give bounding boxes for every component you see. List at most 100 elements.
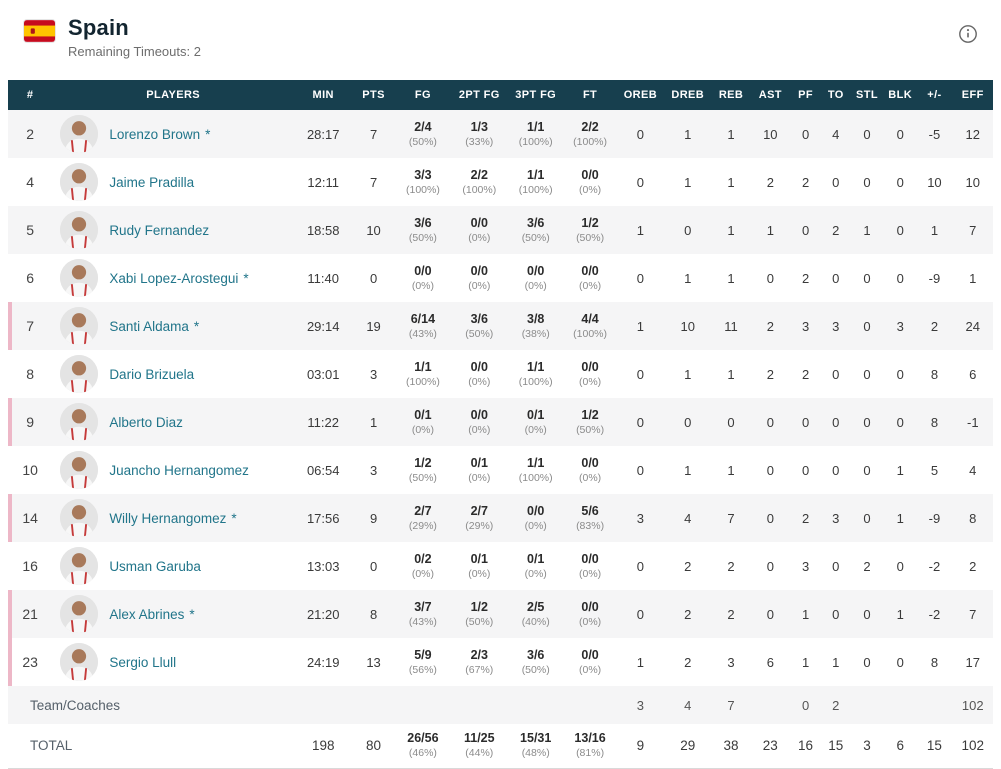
- stat-ast: 10: [763, 126, 778, 142]
- stat-dreb: 4: [684, 510, 692, 526]
- stat-blk: 1: [896, 462, 904, 478]
- col-to: TO: [821, 80, 850, 110]
- stat-ft-made: 0/0: [581, 647, 599, 662]
- stat-ft: 0/0 (0%): [564, 446, 616, 494]
- stat-3ptfg-pct: (40%): [521, 615, 550, 628]
- stat-reb: 1: [727, 174, 735, 190]
- stat-min: 28:17: [306, 126, 340, 142]
- team-to: 2: [832, 697, 840, 713]
- stat-min: 21:20: [306, 606, 340, 622]
- player-name[interactable]: Juancho Hernangomez: [109, 462, 249, 478]
- stat-eff: 7: [969, 222, 977, 238]
- stat-dreb: 1: [684, 462, 692, 478]
- stat-pts: 7: [369, 126, 378, 142]
- table-head: # PLAYERS MIN PTS FG 2PT FG 3PT FG FT OR…: [8, 80, 993, 110]
- stat-ft-pct: (0%): [578, 615, 602, 628]
- stat-ast: 0: [766, 558, 774, 574]
- player-name[interactable]: Usman Garuba: [109, 558, 201, 574]
- player-name[interactable]: Alberto Diaz: [109, 414, 183, 430]
- player-name[interactable]: Willy Hernangomez *: [109, 510, 237, 526]
- player-cell: Willy Hernangomez *: [52, 494, 294, 542]
- col-players: PLAYERS: [52, 80, 295, 110]
- stat-pts: 9: [369, 510, 378, 526]
- stat-fg: 3/6 (50%): [395, 206, 451, 254]
- stat-pts: 0: [369, 558, 378, 574]
- player-name[interactable]: Rudy Fernandez: [109, 222, 210, 238]
- stat-3ptfg: 0/1 (0%): [508, 542, 564, 590]
- player-row: 21 Alex Abrines * 21:20 8 3/7 (43%): [8, 590, 993, 638]
- stat-3ptfg: 3/8 (38%): [508, 302, 564, 350]
- stat-fg-made: 0/1: [414, 407, 432, 422]
- stat-3ptfg-pct: (100%): [518, 183, 553, 196]
- player-row: 2 Lorenzo Brown * 28:17 7 2/4 (50%): [8, 110, 993, 158]
- total-3ptfg-made: 15/31: [520, 731, 552, 746]
- player-avatar: [60, 259, 99, 297]
- player-photo-placeholder: [60, 643, 99, 681]
- col-fg: FG: [394, 80, 452, 110]
- jersey-number: 5: [26, 222, 35, 238]
- player-avatar: [60, 451, 99, 489]
- player-avatar: [60, 115, 99, 153]
- stat-ft-made: 0/0: [581, 359, 599, 374]
- player-avatar: [60, 355, 99, 393]
- stat-3ptfg: 0/0 (0%): [508, 254, 564, 302]
- team-oreb: 3: [636, 697, 645, 713]
- stat-ft-pct: (83%): [576, 519, 605, 532]
- stat-pf: 2: [801, 270, 810, 286]
- total-reb: 38: [723, 738, 739, 754]
- player-avatar: [60, 643, 99, 681]
- player-name[interactable]: Lorenzo Brown *: [109, 126, 211, 142]
- player-name[interactable]: Dario Brizuela: [109, 366, 195, 382]
- player-name[interactable]: Xabi Lopez-Arostegui *: [109, 270, 249, 286]
- stat-2ptfg: 3/6 (50%): [451, 302, 507, 350]
- stat-3ptfg: 1/1 (100%): [508, 446, 564, 494]
- stat-min: 12:11: [307, 174, 339, 190]
- player-cell: Alex Abrines *: [52, 590, 294, 638]
- stat-ft-pct: (0%): [578, 567, 602, 580]
- stat-fg-made: 1/1: [414, 359, 432, 374]
- stat-blk: 0: [896, 654, 904, 670]
- player-photo-placeholder: [60, 499, 99, 537]
- stat-stl: 0: [863, 510, 871, 526]
- player-name[interactable]: Jaime Pradilla: [109, 174, 195, 190]
- stat-fg-pct: (50%): [408, 471, 437, 484]
- stat-pf: 3: [801, 318, 810, 334]
- col-2ptfg: 2PT FG: [451, 80, 508, 110]
- stat-eff: 6: [969, 366, 977, 382]
- stat-reb: 1: [727, 462, 735, 478]
- player-name[interactable]: Santi Aldama *: [109, 318, 200, 334]
- stat-blk: 0: [896, 222, 904, 238]
- spain-flag-svg: [24, 20, 55, 42]
- stat-2ptfg-pct: (0%): [468, 231, 491, 244]
- col-oreb: OREB: [616, 80, 665, 110]
- stat-3ptfg-pct: (100%): [518, 375, 553, 388]
- info-icon[interactable]: [957, 23, 979, 45]
- player-photo-placeholder: [60, 451, 99, 489]
- player-row: 6 Xabi Lopez-Arostegui * 11:40 0 0/0 (0%): [8, 254, 993, 302]
- stat-dreb: 2: [684, 606, 692, 622]
- stat-3ptfg: 1/1 (100%): [508, 350, 564, 398]
- stat-stl: 0: [863, 366, 871, 382]
- col-reb: REB: [710, 80, 752, 110]
- stat-plusminus: 1: [930, 222, 939, 238]
- stat-ast: 2: [766, 366, 774, 382]
- stat-2ptfg: 2/3 (67%): [451, 638, 507, 686]
- stat-stl: 0: [863, 654, 871, 670]
- stat-dreb: 2: [684, 654, 692, 670]
- team-stl: [850, 686, 884, 724]
- player-name[interactable]: Alex Abrines *: [109, 606, 195, 622]
- total-eff: 102: [961, 738, 985, 754]
- stat-pf: 0: [801, 414, 810, 430]
- stat-plusminus: 8: [930, 654, 939, 670]
- remaining-timeouts: Remaining Timeouts: 2: [68, 44, 201, 60]
- jersey-number: 4: [26, 174, 35, 190]
- team-plusminus: [916, 686, 952, 724]
- stat-3ptfg-made: 3/8: [527, 311, 545, 326]
- stat-plusminus: 10: [927, 174, 942, 190]
- stat-pts: 3: [369, 462, 378, 478]
- stat-fg-pct: (100%): [405, 375, 440, 388]
- player-name[interactable]: Sergio Llull: [109, 654, 177, 670]
- total-pf: 16: [798, 738, 814, 754]
- stat-reb: 7: [727, 510, 735, 526]
- player-row: 7 Santi Aldama * 29:14 19 6/14 (43%): [8, 302, 993, 350]
